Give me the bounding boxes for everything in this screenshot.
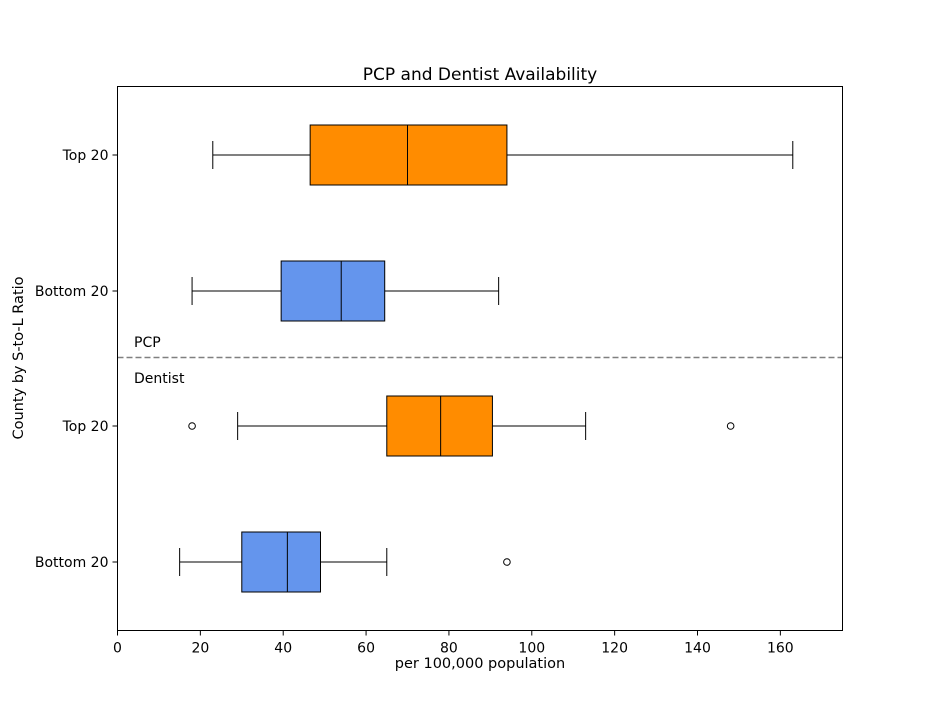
y-tick-label: Top 20 <box>62 148 109 164</box>
x-tick-label: 80 <box>440 641 458 657</box>
x-tick-label: 20 <box>191 641 209 657</box>
x-tick-label: 120 <box>601 641 628 657</box>
x-tick-label: 60 <box>357 641 375 657</box>
y-tick-label: Bottom 20 <box>35 284 109 300</box>
x-tick-label: 140 <box>684 641 711 657</box>
y-axis-label: County by S-to-L Ratio <box>11 276 27 439</box>
iqr-box <box>241 531 322 593</box>
x-tick-label: 160 <box>767 641 794 657</box>
x-tick-label: 0 <box>113 641 122 657</box>
outlier-point <box>188 422 196 430</box>
outlier-point <box>503 558 511 566</box>
plot-area: 0 20 40 60 80 100 120 140 160 Top 20 Bottom 20 Top … <box>35 124 843 657</box>
x-axis-label: per 100,000 population <box>395 656 565 672</box>
x-tick-label: 100 <box>518 641 545 657</box>
group-label-dentist: Dentist <box>134 371 185 387</box>
chart-title: PCP and Dentist Availability <box>363 65 597 85</box>
plot-frame <box>117 86 843 631</box>
y-tick-label: Top 20 <box>62 419 109 435</box>
outlier-point <box>726 422 735 430</box>
iqr-box <box>309 124 508 186</box>
group-label-pcp: PCP <box>134 335 161 351</box>
iqr-box <box>280 260 386 322</box>
x-tick-label: 40 <box>274 641 292 657</box>
iqr-box <box>386 395 493 457</box>
y-tick-label: Bottom 20 <box>35 555 109 571</box>
